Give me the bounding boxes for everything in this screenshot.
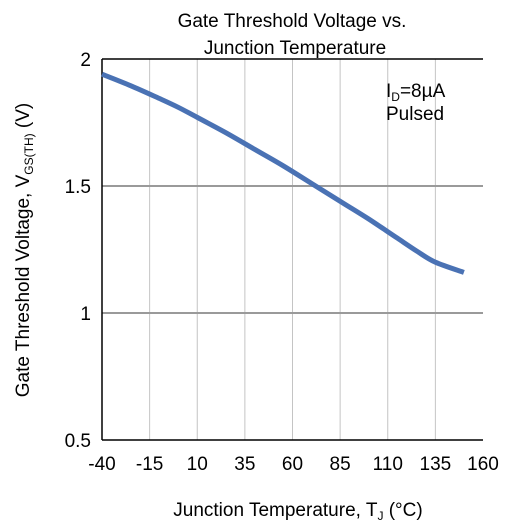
- annotation-line-2: Pulsed: [386, 104, 444, 125]
- y-axis-label: Gate Threshold Voltage, VGS(TH) (V): [13, 103, 36, 397]
- x-tick-labels: -40 -15 10 35 60 85 110 135 160: [88, 454, 499, 475]
- x-tick-label: 85: [330, 454, 351, 475]
- y-tick-label: 0.5: [65, 431, 91, 452]
- annotation: ID=8µA Pulsed: [386, 81, 446, 125]
- grid: [102, 59, 483, 440]
- y-tick-label: 1: [80, 304, 91, 325]
- chart-title-line-1: Gate Threshold Voltage vs.: [178, 11, 407, 32]
- x-tick-label: 60: [282, 454, 303, 475]
- x-axis-label: Junction Temperature, TJ (°C): [173, 500, 422, 523]
- x-tick-label: -15: [136, 454, 163, 475]
- series: [101, 71, 465, 275]
- x-tick-label: 135: [420, 454, 452, 475]
- x-tick-label: 110: [373, 454, 403, 475]
- series-line: [101, 71, 465, 275]
- x-tick-label: 160: [467, 454, 499, 475]
- y-tick-label: 2: [80, 50, 91, 71]
- annotation-line-1: ID=8µA: [386, 81, 446, 104]
- plot-frame: [101, 58, 483, 441]
- y-tick-labels: 0.5 1 1.5 2: [65, 50, 91, 452]
- chart-title-line-2: Junction Temperature: [204, 38, 386, 59]
- y-tick-label: 1.5: [65, 177, 91, 198]
- x-tick-label: 35: [234, 454, 255, 475]
- x-tick-label: 10: [187, 454, 208, 475]
- x-tick-label: -40: [88, 454, 115, 475]
